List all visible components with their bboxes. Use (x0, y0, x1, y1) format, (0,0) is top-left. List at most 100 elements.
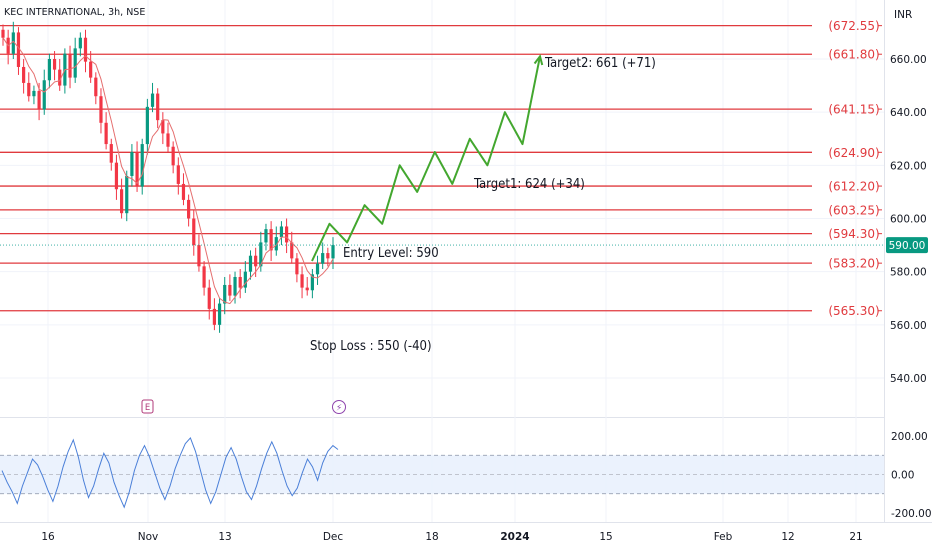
candle-body-25 (130, 152, 134, 176)
candle-body-32 (166, 133, 170, 147)
level-label-1: (661.80) (828, 48, 879, 62)
time-label-5: 2024 (500, 531, 529, 543)
moving-average-line (2, 37, 334, 305)
candle-body-64 (331, 245, 335, 259)
candle-body-5 (27, 82, 31, 97)
candle-body-35 (181, 183, 186, 200)
candle-body-24 (125, 175, 129, 214)
level-label-6: (594.30) (828, 227, 879, 241)
price-tick-2: 620.00 (890, 160, 927, 172)
candle-body-62 (321, 253, 325, 264)
candle-body-20 (104, 122, 108, 145)
current-price-tag: 590.00 (0, 237, 928, 254)
time-label-8: 12 (781, 531, 794, 543)
candle-body-43 (223, 284, 227, 304)
candle-body-37 (192, 218, 196, 246)
level-label-2: (641.15) (828, 103, 879, 117)
candle-body-57 (295, 258, 299, 275)
candle-body-47 (243, 271, 247, 288)
candle-body-3 (16, 32, 21, 67)
price-tick-4: 580.00 (890, 267, 927, 279)
candle-body-16 (83, 37, 88, 62)
candle-body-33 (171, 146, 175, 166)
annotation-target2: Target2: 661 (+71) (544, 56, 656, 71)
candle-body-15 (78, 37, 82, 49)
candle-body-6 (32, 90, 36, 97)
candle-body-40 (207, 287, 211, 309)
candle-body-31 (161, 120, 165, 134)
candle-body-42 (217, 303, 222, 325)
level-label-7: (583.20) (828, 257, 879, 271)
price-tick-1: 640.00 (890, 107, 927, 119)
candle-body-50 (259, 242, 263, 267)
projection-path (311, 56, 541, 262)
candle-body-11 (58, 69, 62, 86)
candle-body-9 (47, 59, 52, 81)
candle-body-53 (274, 237, 278, 251)
projection-arrowhead (533, 54, 544, 66)
level-label-4: (612.20) (828, 180, 879, 194)
annotation-target1: Target1: 624 (+34) (473, 177, 585, 192)
candle-body-49 (254, 255, 258, 267)
candle-body-39 (202, 266, 206, 288)
candle-body-22 (114, 162, 119, 190)
time-label-7: Feb (714, 531, 733, 543)
time-label-3: Dec (323, 531, 344, 543)
candle-body-51 (264, 229, 268, 243)
time-label-6: 15 (599, 531, 612, 543)
candle-body-36 (187, 199, 191, 219)
candle-body-27 (140, 144, 144, 187)
level-label-0: (672.55) (828, 19, 879, 33)
time-label-0: 16 (41, 531, 55, 543)
time-label-4: 18 (425, 531, 438, 543)
dividend-marker-circle (332, 400, 346, 414)
candle-body-48 (248, 255, 253, 272)
candle-body-55 (284, 226, 289, 243)
candle-body-26 (135, 152, 139, 187)
candle-body-30 (156, 93, 160, 121)
candle-body-61 (315, 263, 320, 275)
candle-body-59 (305, 287, 309, 291)
candle-body-28 (145, 106, 149, 145)
candle-body-38 (197, 245, 201, 267)
candle-body-41 (212, 308, 217, 325)
candle-body-58 (300, 274, 304, 288)
candle-body-34 (176, 165, 180, 184)
current-price-value: 590.00 (889, 240, 926, 252)
candle-body-8 (42, 80, 46, 110)
candle-body-46 (238, 276, 242, 288)
time-label-1: Nov (138, 531, 159, 543)
symbol-title: KEC INTERNATIONAL, 3h, NSE (4, 7, 145, 18)
candle-body-7 (37, 90, 41, 110)
current-price-badge (886, 237, 928, 254)
candle-body-56 (290, 242, 294, 259)
candle-body-4 (22, 66, 26, 83)
currency-label[interactable]: INR (894, 9, 912, 21)
candle-body-60 (310, 274, 314, 291)
oscillator-tick-1: 0.00 (891, 470, 914, 482)
price-tick-5: 560.00 (890, 320, 927, 332)
candle-body-0 (1, 29, 5, 38)
candle-body-63 (326, 253, 330, 259)
earnings-marker: E (145, 403, 150, 413)
oscillator-tick-0: 200.00 (891, 431, 928, 443)
level-label-8: (565.30) (828, 304, 879, 318)
candle-body-17 (89, 61, 93, 78)
time-label-2: 13 (218, 531, 231, 543)
candle-body-45 (233, 276, 237, 296)
candle-body-10 (52, 59, 57, 70)
earnings-marker-box (141, 399, 154, 414)
candle-body-2 (11, 32, 15, 54)
candle-body-44 (228, 284, 232, 296)
lightning-marker: ⚡ (336, 404, 342, 414)
price-tick-3: 600.00 (890, 214, 927, 226)
candle-body-14 (73, 48, 77, 78)
annotation-stop-loss: Stop Loss : 550 (-40) (310, 339, 432, 354)
level-label-3: (624.90) (828, 146, 879, 160)
candle-body-23 (119, 189, 124, 214)
oscillator-line (1, 436, 339, 509)
candle-body-21 (109, 144, 113, 163)
price-tick-0: 660.00 (890, 54, 927, 66)
candle-body-54 (279, 226, 284, 238)
